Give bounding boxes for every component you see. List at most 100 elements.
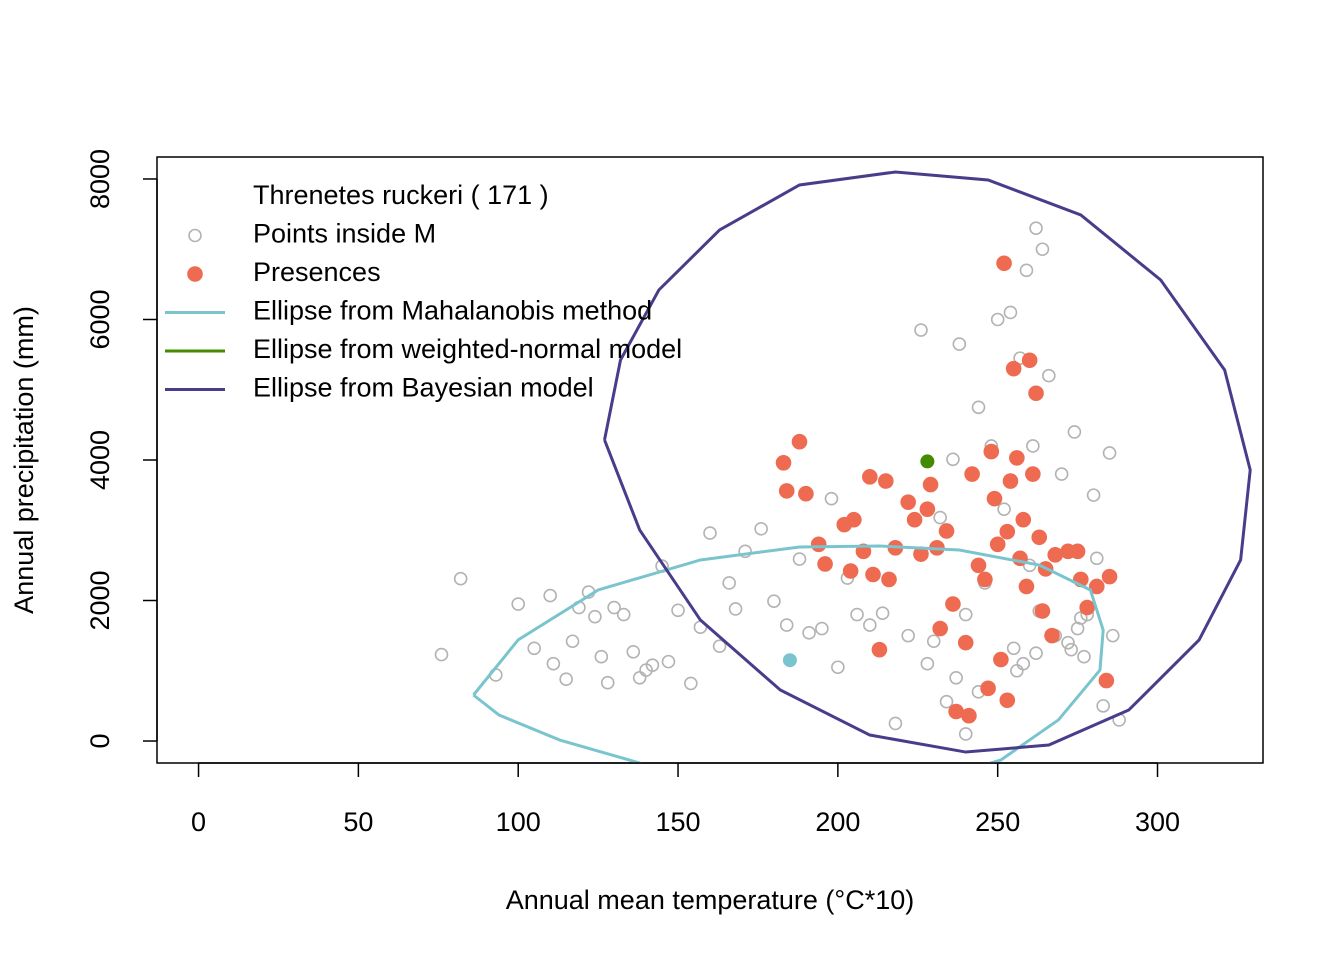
point — [661, 654, 676, 669]
point — [632, 670, 647, 685]
point — [588, 609, 602, 624]
point — [926, 634, 941, 649]
point — [1034, 603, 1051, 619]
point — [1026, 439, 1040, 453]
point — [712, 639, 727, 653]
point — [958, 727, 973, 741]
point — [1061, 635, 1075, 650]
legend-marker — [188, 228, 202, 243]
point — [901, 628, 915, 643]
point — [810, 536, 827, 553]
point — [728, 602, 743, 616]
x-axis-label: Annual mean temperature (°C*10) — [506, 885, 915, 915]
point — [878, 473, 894, 489]
point — [945, 596, 961, 612]
point — [1042, 368, 1056, 383]
point — [850, 607, 864, 622]
point — [684, 676, 698, 691]
point — [961, 707, 977, 724]
x-tick-label: 50 — [343, 807, 373, 837]
point — [824, 491, 839, 506]
point — [1069, 543, 1086, 560]
y-tick-label: 2000 — [85, 570, 115, 630]
legend-title: Threnetes ruckeri ( 171 ) — [253, 180, 549, 210]
point — [1031, 529, 1048, 546]
point — [919, 501, 936, 517]
point — [1086, 488, 1101, 502]
point — [875, 606, 890, 620]
point — [1073, 611, 1088, 625]
point — [986, 490, 1003, 507]
point — [543, 588, 557, 603]
x-tick-label: 200 — [815, 807, 860, 837]
point — [1047, 547, 1064, 563]
point — [565, 634, 580, 649]
point — [946, 452, 960, 467]
point — [900, 494, 916, 510]
y-axis-label: Annual precipitation (mm) — [9, 306, 39, 614]
point — [1044, 627, 1060, 644]
point — [933, 510, 947, 525]
point — [993, 651, 1009, 668]
point — [906, 511, 923, 528]
point — [957, 634, 974, 651]
point — [971, 400, 986, 415]
point — [1021, 352, 1038, 369]
point — [1054, 467, 1069, 481]
point — [863, 618, 877, 632]
point — [791, 433, 808, 450]
point — [1067, 425, 1082, 439]
point — [1096, 699, 1110, 713]
point — [703, 526, 717, 540]
point — [996, 255, 1012, 272]
point — [1010, 663, 1024, 678]
point — [738, 544, 752, 559]
point — [1015, 511, 1032, 528]
point — [983, 443, 1000, 460]
point — [977, 571, 993, 588]
plot-area — [434, 170, 1252, 763]
point — [815, 621, 829, 636]
point — [1009, 450, 1025, 466]
point — [920, 656, 935, 671]
point — [1101, 568, 1118, 585]
x-tick-label: 0 — [191, 807, 206, 837]
x-tick-label: 300 — [1135, 807, 1180, 837]
centroid — [782, 653, 797, 668]
x-tick-label: 150 — [656, 807, 701, 837]
point — [1064, 642, 1079, 657]
y-tick-label: 6000 — [85, 289, 115, 349]
point — [842, 563, 859, 579]
point — [938, 523, 955, 539]
y-tick-label: 4000 — [85, 430, 115, 490]
point — [527, 641, 541, 656]
point — [1003, 305, 1018, 320]
point — [1006, 641, 1021, 656]
point — [999, 692, 1016, 709]
point — [1102, 446, 1117, 460]
point — [1098, 672, 1115, 689]
point — [932, 620, 948, 637]
point — [1105, 628, 1120, 643]
point — [997, 502, 1011, 516]
x-tick-label: 100 — [496, 807, 541, 837]
point — [952, 337, 967, 351]
point — [546, 656, 561, 671]
point — [594, 649, 609, 664]
point — [511, 597, 526, 611]
ellipse — [472, 544, 1105, 763]
point — [939, 694, 954, 709]
point — [817, 556, 833, 572]
y-tick-label: 8000 — [85, 149, 115, 209]
point — [1019, 263, 1034, 278]
point — [1088, 578, 1105, 595]
point — [914, 323, 928, 337]
point — [671, 603, 685, 618]
point — [767, 594, 781, 609]
point — [645, 658, 660, 672]
point — [754, 522, 768, 536]
point — [607, 600, 621, 615]
point — [775, 455, 792, 471]
point — [1077, 649, 1091, 664]
point — [1079, 599, 1095, 616]
